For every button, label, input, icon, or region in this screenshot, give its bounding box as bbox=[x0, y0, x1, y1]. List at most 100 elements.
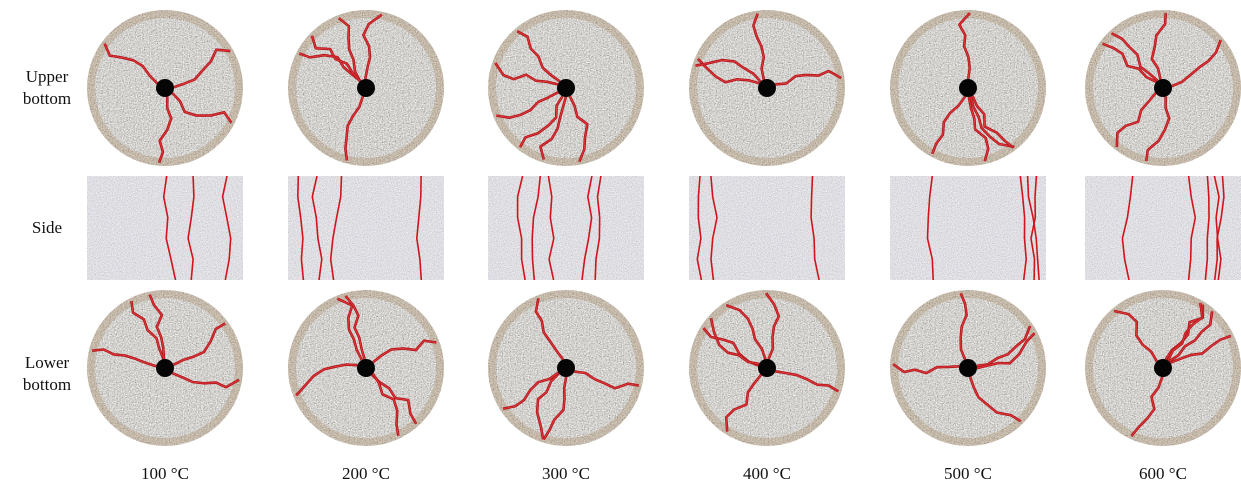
crack-edge bbox=[775, 370, 839, 392]
crack-edge bbox=[173, 322, 226, 366]
center-hole bbox=[357, 79, 375, 97]
center-hole bbox=[959, 79, 977, 97]
row-label: Lower bottom bbox=[22, 353, 72, 394]
crack-edge bbox=[1167, 302, 1203, 361]
crack-edge bbox=[976, 332, 1035, 369]
crack-edge bbox=[775, 70, 842, 85]
crack-edge bbox=[172, 92, 232, 124]
rust-rim bbox=[1085, 290, 1241, 446]
crack-edge bbox=[972, 95, 1014, 149]
crack-edge bbox=[535, 298, 564, 360]
crack-edge bbox=[958, 12, 971, 80]
crack-edge bbox=[1168, 311, 1213, 362]
crack-edge bbox=[1102, 43, 1157, 83]
side-crack bbox=[926, 175, 934, 281]
side-crack bbox=[329, 175, 343, 281]
column-label: 300 °C bbox=[542, 464, 590, 483]
crack-edge bbox=[1111, 32, 1158, 82]
side-crack bbox=[1026, 175, 1040, 281]
crack-edge bbox=[765, 292, 780, 360]
column-label: 600 °C bbox=[1139, 464, 1187, 483]
crack-edge bbox=[1170, 335, 1231, 364]
crack-edge bbox=[519, 96, 563, 148]
rust-rim bbox=[87, 10, 243, 166]
side-crack bbox=[311, 175, 323, 281]
center-hole bbox=[156, 79, 174, 97]
crack-edge bbox=[158, 96, 172, 163]
center-hole bbox=[758, 359, 776, 377]
column-label: 200 °C bbox=[342, 464, 390, 483]
crack-edge bbox=[970, 96, 1015, 148]
specimen-side bbox=[488, 176, 644, 280]
row-label: Upper bottom bbox=[22, 67, 72, 108]
crack-edge bbox=[149, 294, 165, 360]
crack-edge bbox=[695, 59, 761, 82]
crack-edge bbox=[345, 295, 366, 360]
rust-rim bbox=[488, 10, 644, 166]
crack-edge bbox=[338, 17, 361, 82]
rust-rim bbox=[288, 290, 444, 446]
crack-edge bbox=[344, 96, 364, 161]
crack-edge bbox=[362, 14, 383, 80]
center-hole bbox=[156, 359, 174, 377]
side-crack bbox=[1204, 175, 1210, 281]
side-crack bbox=[696, 175, 703, 281]
side-crack bbox=[516, 175, 526, 281]
side-crack bbox=[1213, 175, 1222, 281]
side-crack bbox=[221, 175, 232, 281]
side-crack bbox=[531, 175, 542, 281]
crack-edge bbox=[1114, 310, 1158, 362]
crack-edge bbox=[494, 62, 558, 85]
crack-edge bbox=[130, 300, 165, 360]
side-crack bbox=[1030, 175, 1038, 281]
crack-edge bbox=[697, 58, 760, 84]
crack-edge bbox=[516, 30, 561, 82]
side-crack bbox=[415, 175, 423, 281]
crack-edge bbox=[969, 376, 1022, 422]
row-label: Side bbox=[31, 218, 63, 237]
side-crack bbox=[1187, 175, 1197, 281]
crack-edge bbox=[1116, 92, 1156, 148]
crack-edge bbox=[725, 304, 766, 360]
specimen-side bbox=[1085, 176, 1241, 280]
side-crack bbox=[547, 175, 555, 281]
crack-edge bbox=[1131, 376, 1163, 437]
crack-edge bbox=[931, 96, 966, 155]
crack-edge bbox=[543, 376, 567, 440]
crack-edge bbox=[299, 53, 361, 82]
center-hole bbox=[557, 79, 575, 97]
crack-edge bbox=[172, 372, 240, 388]
crack-edge bbox=[311, 35, 361, 82]
crack-edge bbox=[1171, 39, 1222, 87]
crack-edge bbox=[569, 95, 588, 162]
rust-rim bbox=[288, 10, 444, 166]
side-crack bbox=[1019, 175, 1028, 281]
rust-rim bbox=[1085, 10, 1241, 166]
rust-rim bbox=[488, 290, 644, 446]
column-label: 100 °C bbox=[141, 464, 189, 483]
crack-edge bbox=[536, 372, 560, 440]
crack-edge bbox=[496, 91, 559, 119]
crack-edge bbox=[539, 96, 567, 160]
crack-edge bbox=[1145, 96, 1170, 162]
crack-edge bbox=[725, 374, 762, 432]
crack-edge bbox=[372, 373, 399, 436]
rust-rim bbox=[689, 10, 845, 166]
center-hole bbox=[357, 359, 375, 377]
specimen-side bbox=[890, 176, 1046, 280]
crack-edge bbox=[968, 96, 989, 162]
side-crack bbox=[1121, 175, 1134, 281]
crack-edge bbox=[710, 317, 760, 365]
crack-edge bbox=[892, 363, 960, 374]
side-crack bbox=[810, 175, 820, 281]
crack-edge bbox=[960, 293, 968, 360]
crack-edge bbox=[1151, 12, 1167, 80]
side-crack bbox=[296, 175, 305, 281]
center-hole bbox=[959, 359, 977, 377]
side-crack bbox=[1213, 175, 1225, 281]
crack-edge bbox=[295, 364, 358, 396]
center-hole bbox=[557, 359, 575, 377]
crack-edge bbox=[574, 371, 639, 389]
